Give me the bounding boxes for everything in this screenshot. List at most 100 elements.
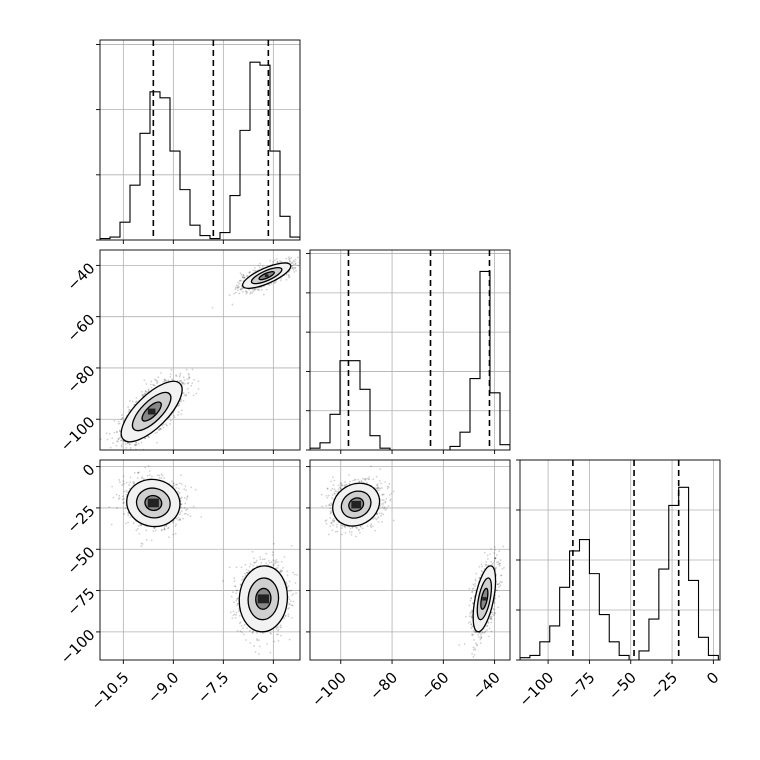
scatter-point: [178, 518, 181, 521]
scatter-point: [296, 574, 299, 576]
scatter-point: [163, 528, 166, 531]
scatter-point: [140, 542, 143, 545]
scatter-point: [273, 640, 276, 643]
scatter-point: [277, 639, 280, 642]
scatter-point: [182, 381, 185, 384]
scatter-point: [172, 482, 175, 485]
scatter-point: [128, 408, 130, 411]
scatter-point: [240, 566, 243, 569]
scatter-point: [129, 399, 131, 402]
scatter-point: [194, 488, 197, 491]
scatter-point: [141, 476, 143, 478]
scatter-point: [137, 471, 139, 474]
density-peak: [264, 274, 269, 278]
scatter-point: [230, 595, 233, 598]
scatter-point: [180, 413, 183, 416]
scatter-point: [165, 423, 167, 426]
scatter-point: [285, 273, 288, 276]
scatter-point: [123, 497, 125, 500]
panel-frame: [519, 459, 721, 661]
scatter-point: [187, 513, 189, 516]
scatter-point: [244, 289, 247, 292]
scatter-point: [329, 517, 331, 519]
scatter-point: [276, 260, 279, 263]
scatter-point: [121, 498, 124, 501]
scatter-point: [158, 474, 161, 477]
scatter-point: [128, 409, 131, 411]
scatter-point: [375, 518, 378, 521]
scatter-point: [162, 423, 165, 426]
scatter-point: [242, 274, 245, 277]
scatter-point: [334, 492, 336, 495]
scatter-point: [271, 554, 274, 556]
scatter-point: [288, 580, 291, 583]
scatter-point: [143, 392, 146, 395]
scatter-point: [235, 284, 238, 287]
scatter-point: [112, 442, 114, 444]
scatter-point: [128, 484, 131, 487]
scatter-point: [254, 650, 257, 653]
scatter-point: [228, 566, 231, 569]
scatter-point: [125, 481, 128, 484]
scatter-point: [378, 512, 381, 515]
scatter-point: [145, 529, 148, 532]
scatter-point: [107, 454, 109, 456]
scatter-point: [251, 288, 254, 291]
scatter-point: [370, 523, 373, 526]
contour-line: [144, 494, 163, 512]
scatter-point: [283, 617, 286, 619]
scatter-point: [150, 386, 153, 389]
scatter-point: [276, 261, 279, 264]
scatter-point: [145, 539, 148, 541]
y-tick-label: −80: [63, 362, 98, 397]
contour-line: [135, 487, 171, 519]
scatter-point: [197, 388, 200, 390]
scatter-point: [274, 560, 277, 562]
scatter-point: [127, 410, 130, 413]
scatter-point: [138, 532, 141, 535]
scatter-point: [241, 287, 244, 289]
scatter-point: [118, 430, 121, 433]
scatter-point: [156, 431, 159, 434]
scatter-point: [262, 632, 264, 635]
scatter-point: [245, 571, 248, 574]
scatter-point: [125, 522, 127, 525]
scatter-point: [156, 441, 158, 444]
scatter-point: [236, 604, 238, 607]
scatter-point: [186, 508, 189, 511]
scatter-point: [233, 577, 236, 580]
scatter-point: [187, 382, 190, 384]
contour-line: [238, 565, 289, 633]
scatter-point: [161, 474, 164, 477]
scatter-point: [330, 502, 333, 505]
scatter-point: [180, 483, 183, 485]
scatter-point: [384, 501, 387, 504]
scatter-point: [236, 629, 239, 632]
scatter-point: [340, 484, 343, 487]
scatter-point: [111, 485, 114, 488]
scatter-point: [127, 456, 129, 458]
scatter-point: [260, 288, 263, 291]
scatter-point: [272, 563, 275, 566]
scatter-point: [294, 267, 297, 269]
scatter-point: [288, 260, 291, 263]
scatter-point: [180, 380, 183, 383]
scatter-point: [119, 429, 121, 432]
scatter-point: [182, 382, 185, 385]
scatter-point: [239, 279, 241, 282]
density-peak: [147, 408, 156, 415]
scatter-point: [290, 262, 292, 265]
scatter-point: [341, 527, 343, 529]
scatter-point: [335, 526, 338, 528]
scatter-point: [269, 651, 272, 654]
scatter-point: [239, 621, 242, 624]
scatter-point: [241, 631, 243, 634]
scatter-point: [280, 570, 283, 573]
scatter-point: [269, 632, 272, 634]
scatter-point: [169, 373, 172, 376]
scatter-point: [245, 568, 248, 571]
scatter-point: [269, 259, 271, 262]
scatter-point: [267, 559, 270, 562]
scatter-point: [155, 379, 157, 382]
scatter-point: [275, 561, 278, 564]
